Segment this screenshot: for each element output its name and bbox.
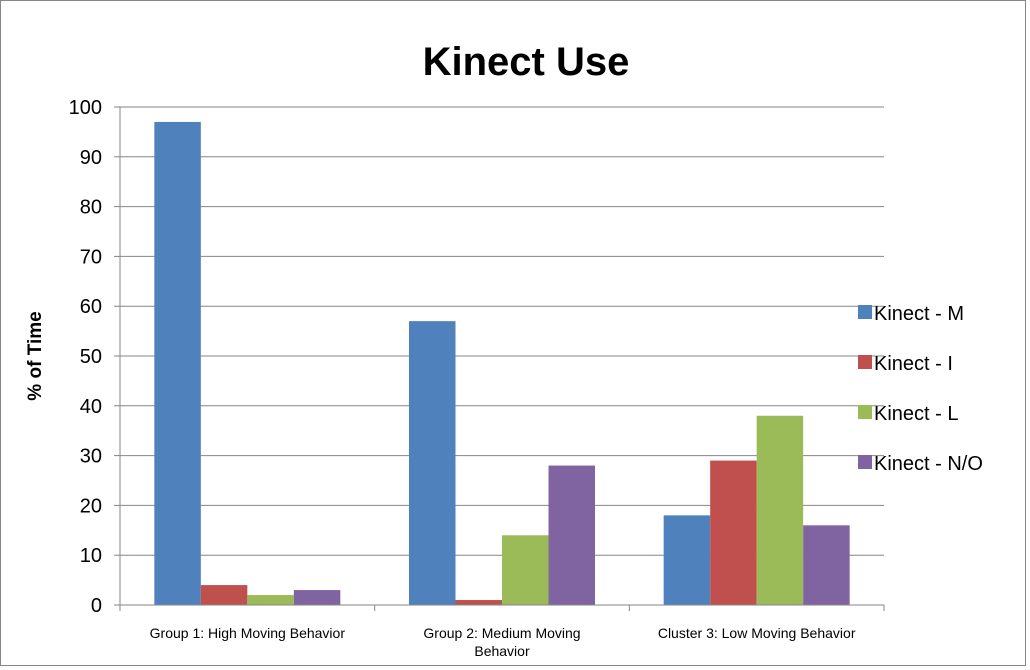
bar-kinect-n-o-0 <box>293 590 341 605</box>
y-tick-labels: 0 10 20 30 40 50 60 70 80 90 100 <box>69 97 102 617</box>
legend-swatch <box>858 455 872 469</box>
bar-kinect-n-o-1 <box>548 465 595 605</box>
bar-kinect-m-0 <box>154 121 201 605</box>
y-tick-label: 50 <box>80 346 102 368</box>
bar-kinect-i-1 <box>455 600 502 605</box>
y-tick-label: 70 <box>80 246 102 268</box>
bars <box>154 121 850 605</box>
x-tick-label-line: Group 1: High Moving Behavior <box>150 625 346 641</box>
bar-kinect-i-2 <box>710 460 757 605</box>
y-tick-label: 20 <box>80 495 102 517</box>
bar-kinect-n-o-2 <box>803 525 850 605</box>
bar-kinect-m-2 <box>663 515 711 605</box>
legend-label: Kinect - N/O <box>874 453 983 475</box>
legend: Kinect - M Kinect - I Kinect - L Kinect - N… <box>858 303 983 475</box>
legend-label: Kinect - L <box>874 403 958 425</box>
y-tick-label: 90 <box>80 147 102 169</box>
legend-swatch <box>858 355 872 369</box>
y-tick-label: 0 <box>91 595 102 617</box>
axes <box>119 107 885 611</box>
bar-kinect-l-0 <box>247 595 294 605</box>
legend-swatch <box>858 405 872 419</box>
chart-title: Kinect Use <box>423 40 630 84</box>
x-tick-label: Group 2: Medium Moving Behavior <box>423 625 580 659</box>
bar-kinect-l-1 <box>502 535 549 605</box>
legend-swatch <box>858 305 872 319</box>
legend-label: Kinect - I <box>874 353 953 375</box>
y-tick-label: 30 <box>80 446 102 468</box>
y-tick-label: 10 <box>80 545 102 567</box>
x-tick-labels: Group 1: High Moving Behavior Group 2: Me… <box>150 625 856 659</box>
bar-kinect-l-2 <box>756 415 804 605</box>
x-tick-label-line: Behavior <box>474 643 530 659</box>
bar-kinect-i-0 <box>200 585 248 605</box>
legend-label: Kinect - M <box>874 303 964 325</box>
y-tick-label: 60 <box>80 296 102 318</box>
y-tick-label: 40 <box>80 396 102 418</box>
y-tick-label: 100 <box>69 97 102 119</box>
x-tick-label-line: Group 2: Medium Moving <box>423 625 580 641</box>
y-tick-label: 80 <box>80 197 102 219</box>
bar-kinect-m-1 <box>409 321 456 605</box>
y-axis-label: % of Time <box>25 311 46 400</box>
x-tick-label-line: Cluster 3: Low Moving Behavior <box>658 625 856 641</box>
x-tick-label: Group 1: High Moving Behavior <box>150 625 346 641</box>
x-tick-label: Cluster 3: Low Moving Behavior <box>658 625 856 641</box>
